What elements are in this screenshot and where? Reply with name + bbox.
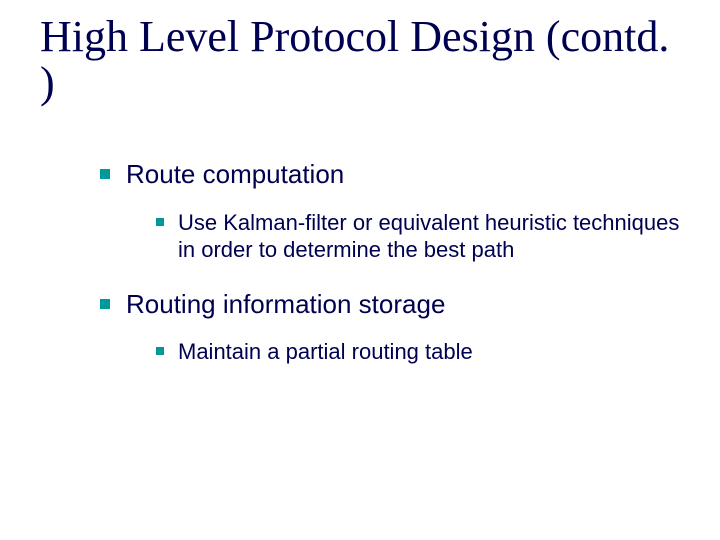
- slide: High Level Protocol Design (contd. ) Rou…: [0, 0, 720, 540]
- list-item: Routing information storage: [100, 288, 680, 321]
- list-item: Route computation: [100, 158, 680, 191]
- list-item-label: Routing information storage: [126, 288, 680, 321]
- list-item-label: Route computation: [126, 158, 680, 191]
- square-bullet-icon: [100, 299, 110, 309]
- sub-list-item: Use Kalman-filter or equivalent heuristi…: [156, 209, 680, 264]
- square-bullet-icon: [156, 218, 164, 226]
- slide-body: Route computation Use Kalman-filter or e…: [40, 158, 680, 390]
- square-bullet-icon: [156, 347, 164, 355]
- slide-title: High Level Protocol Design (contd. ): [40, 14, 680, 106]
- sub-list-item: Maintain a partial routing table: [156, 338, 680, 366]
- sub-list-item-label: Maintain a partial routing table: [178, 338, 680, 366]
- sub-list-item-label: Use Kalman-filter or equivalent heuristi…: [178, 209, 680, 264]
- square-bullet-icon: [100, 169, 110, 179]
